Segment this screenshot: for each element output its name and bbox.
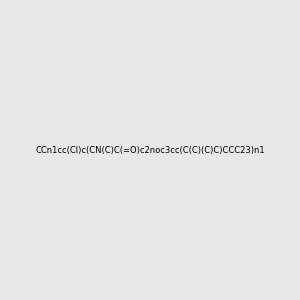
Text: CCn1cc(Cl)c(CN(C)C(=O)c2noc3cc(C(C)(C)C)CCC23)n1: CCn1cc(Cl)c(CN(C)C(=O)c2noc3cc(C(C)(C)C)… — [35, 146, 265, 154]
